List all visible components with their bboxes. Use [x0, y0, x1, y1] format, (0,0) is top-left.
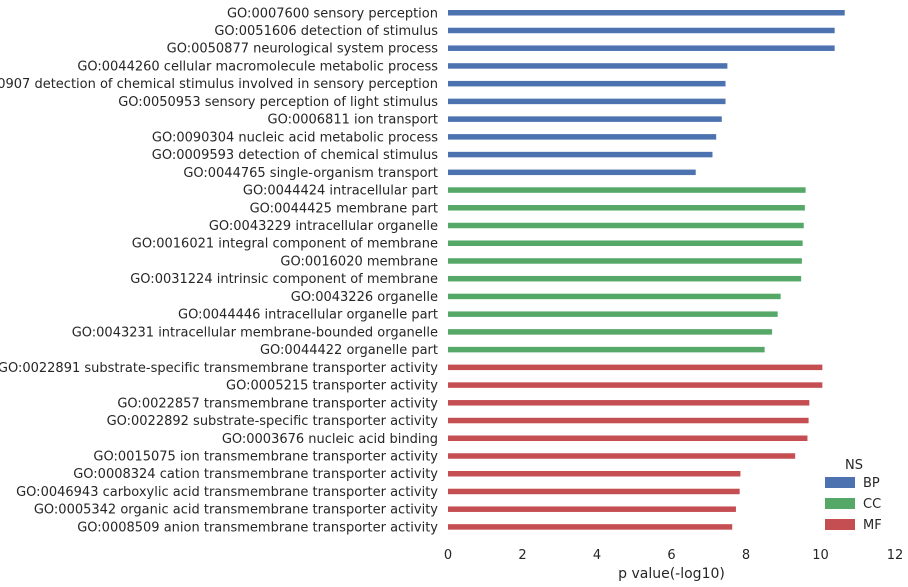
category-label: GO:0008324 cation transmembrane transpor… [73, 467, 438, 482]
category-label: GO:0050877 neurological system process [167, 42, 439, 57]
bar-bp-1 [448, 27, 835, 34]
category-label: GO:0022892 substrate-specific transporte… [107, 414, 439, 429]
x-tick-label: 12 [887, 548, 904, 563]
category-label: GO:0022857 transmembrane transporter act… [117, 396, 438, 411]
bar-mf-1 [448, 382, 823, 388]
legend-swatch-cc [825, 498, 855, 509]
x-axis-title: p value(-log10) [618, 566, 725, 582]
bar-cc-0 [448, 187, 806, 193]
legend: NS BP CC MF [825, 458, 882, 533]
category-label: GO:0050907 detection of chemical stimulu… [0, 77, 438, 92]
x-tick-label: 10 [812, 548, 829, 563]
bar-mf-4 [448, 435, 808, 442]
bar-cc-5 [448, 275, 802, 282]
bar-bp-4 [448, 80, 726, 87]
bar-bp-5 [448, 98, 726, 105]
category-label: GO:0051606 detection of stimulus [214, 24, 438, 39]
category-label: GO:0016020 membrane [280, 254, 438, 269]
category-label: GO:0005215 transporter activity [226, 379, 438, 394]
bar-mf-3 [448, 417, 809, 424]
category-label: GO:0043229 intracellular organelle [209, 219, 438, 234]
category-label: GO:0008509 anion transmembrane transport… [77, 520, 438, 535]
category-label: GO:0043226 organelle [291, 290, 438, 305]
bar-cc-1 [448, 205, 805, 211]
legend-title: NS [845, 458, 863, 473]
bar-mf-5 [448, 453, 796, 459]
legend-label: BP [863, 476, 880, 491]
x-tick-label: 0 [444, 548, 452, 563]
category-label: GO:0006811 ion transport [268, 113, 439, 128]
bar-cc-3 [448, 240, 803, 246]
bar-bp-7 [448, 134, 717, 140]
category-label: GO:0043231 intracellular membrane-bounde… [72, 325, 438, 340]
legend-label: CC [863, 497, 881, 512]
category-label: GO:0090304 nucleic acid metabolic proces… [152, 130, 438, 145]
bar-mf-2 [448, 400, 810, 406]
x-tick-label: 2 [518, 548, 526, 563]
x-tick-label: 4 [593, 548, 601, 563]
category-label: GO:0007600 sensory perception [227, 6, 438, 21]
legend-label: MF [863, 518, 882, 533]
bar-bp-2 [448, 45, 835, 51]
bar-bp-0 [448, 10, 845, 16]
category-label: GO:0015075 ion transmembrane transporter… [93, 450, 438, 465]
category-label: GO:0044260 cellular macromolecule metabo… [77, 59, 438, 74]
bar-cc-9 [448, 346, 765, 353]
bar-mf-0 [448, 364, 823, 371]
bar-group [448, 10, 845, 530]
category-label: GO:0044424 intracellular part [243, 184, 438, 199]
bar-bp-3 [448, 63, 728, 69]
bar-cc-2 [448, 222, 804, 229]
category-label: GO:0016021 integral component of membran… [132, 237, 438, 252]
x-axis-ticks: 0 2 4 6 8 10 12 [444, 548, 903, 563]
legend-swatch-mf [825, 519, 855, 530]
category-label: GO:0044425 membrane part [250, 201, 438, 216]
bar-bp-9 [448, 169, 696, 176]
category-label: GO:0005342 organic acid transmembrane tr… [34, 503, 438, 518]
category-label: GO:0009593 detection of chemical stimulu… [152, 148, 438, 163]
category-label: GO:0044765 single-organism transport [183, 166, 438, 181]
bar-cc-8 [448, 329, 773, 335]
category-label: GO:0003676 nucleic acid binding [222, 432, 438, 447]
x-tick-label: 8 [742, 548, 750, 563]
category-label: GO:0022891 substrate-specific transmembr… [0, 361, 438, 376]
category-label: GO:0044446 intracellular organelle part [178, 308, 438, 323]
legend-swatch-bp [825, 477, 855, 488]
bar-cc-7 [448, 311, 778, 317]
bar-bp-8 [448, 151, 713, 158]
category-label: GO:0044422 organelle part [260, 343, 438, 358]
bar-bp-6 [448, 116, 722, 122]
bar-cc-6 [448, 293, 781, 300]
category-label: GO:0031224 intrinsic component of membra… [130, 272, 438, 287]
bar-mf-7 [448, 488, 740, 495]
bar-mf-6 [448, 470, 741, 477]
category-label: GO:0050953 sensory perception of light s… [118, 95, 438, 110]
bar-mf-8 [448, 506, 736, 512]
bar-cc-4 [448, 258, 802, 264]
bar-mf-9 [448, 524, 733, 530]
category-labels: GO:0007600 sensory perception GO:0051606 … [0, 6, 438, 535]
x-tick-label: 6 [667, 548, 675, 563]
category-label: GO:0046943 carboxylic acid transmembrane… [16, 485, 438, 500]
